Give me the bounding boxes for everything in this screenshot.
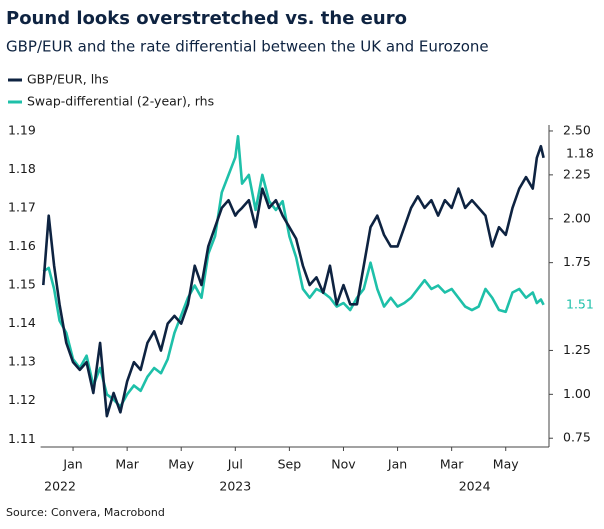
legend-label: Swap-differential (2-year), rhs [27, 94, 214, 109]
y2-tick-label: 1.00 [563, 386, 591, 401]
source: Source: Convera, Macrobond [6, 506, 165, 519]
y-tick-label: 1.16 [8, 238, 36, 253]
year-label: 2022 [44, 479, 76, 494]
x-tick-label: Jan [387, 457, 407, 472]
y-tick-label: 1.19 [8, 122, 36, 137]
y-tick-label: 1.17 [8, 199, 36, 214]
year-label: 2023 [219, 479, 251, 494]
x-tick-label: Mar [440, 457, 464, 472]
y2-tick-label: 2.00 [563, 210, 591, 225]
x-tick-label: Nov [331, 457, 356, 472]
x-tick-label: May [493, 457, 519, 472]
x-tick-label: Mar [115, 457, 139, 472]
y2-tick-label: 0.75 [563, 430, 591, 445]
y-tick-label: 1.18 [8, 161, 36, 176]
series-line [42, 144, 545, 418]
series-line [42, 134, 545, 408]
y-tick-label: 1.15 [8, 277, 36, 292]
x-tick-label: Jul [227, 457, 243, 472]
end-label: 1.51 [566, 296, 594, 311]
y2-tick-label: 1.25 [563, 342, 591, 357]
chart-subtitle: GBP/EUR and the rate differential betwee… [6, 38, 489, 56]
y-tick-label: 1.14 [8, 315, 36, 330]
y2-tick-label: 2.50 [563, 122, 591, 137]
x-tick-label: May [168, 457, 194, 472]
y2-tick-label: 2.25 [563, 166, 591, 181]
y-tick-label: 1.11 [8, 431, 36, 446]
y2-tick-label: 1.75 [563, 254, 591, 269]
year-label: 2024 [459, 479, 491, 494]
end-label: 1.18 [566, 145, 594, 160]
y-tick-label: 1.13 [8, 354, 36, 369]
x-tick-label: Jan [62, 457, 82, 472]
y-tick-label: 1.12 [8, 392, 36, 407]
x-tick-label: Sep [278, 457, 302, 472]
chart-title: Pound looks overstretched vs. the euro [6, 8, 407, 29]
legend-label: GBP/EUR, lhs [27, 72, 109, 87]
